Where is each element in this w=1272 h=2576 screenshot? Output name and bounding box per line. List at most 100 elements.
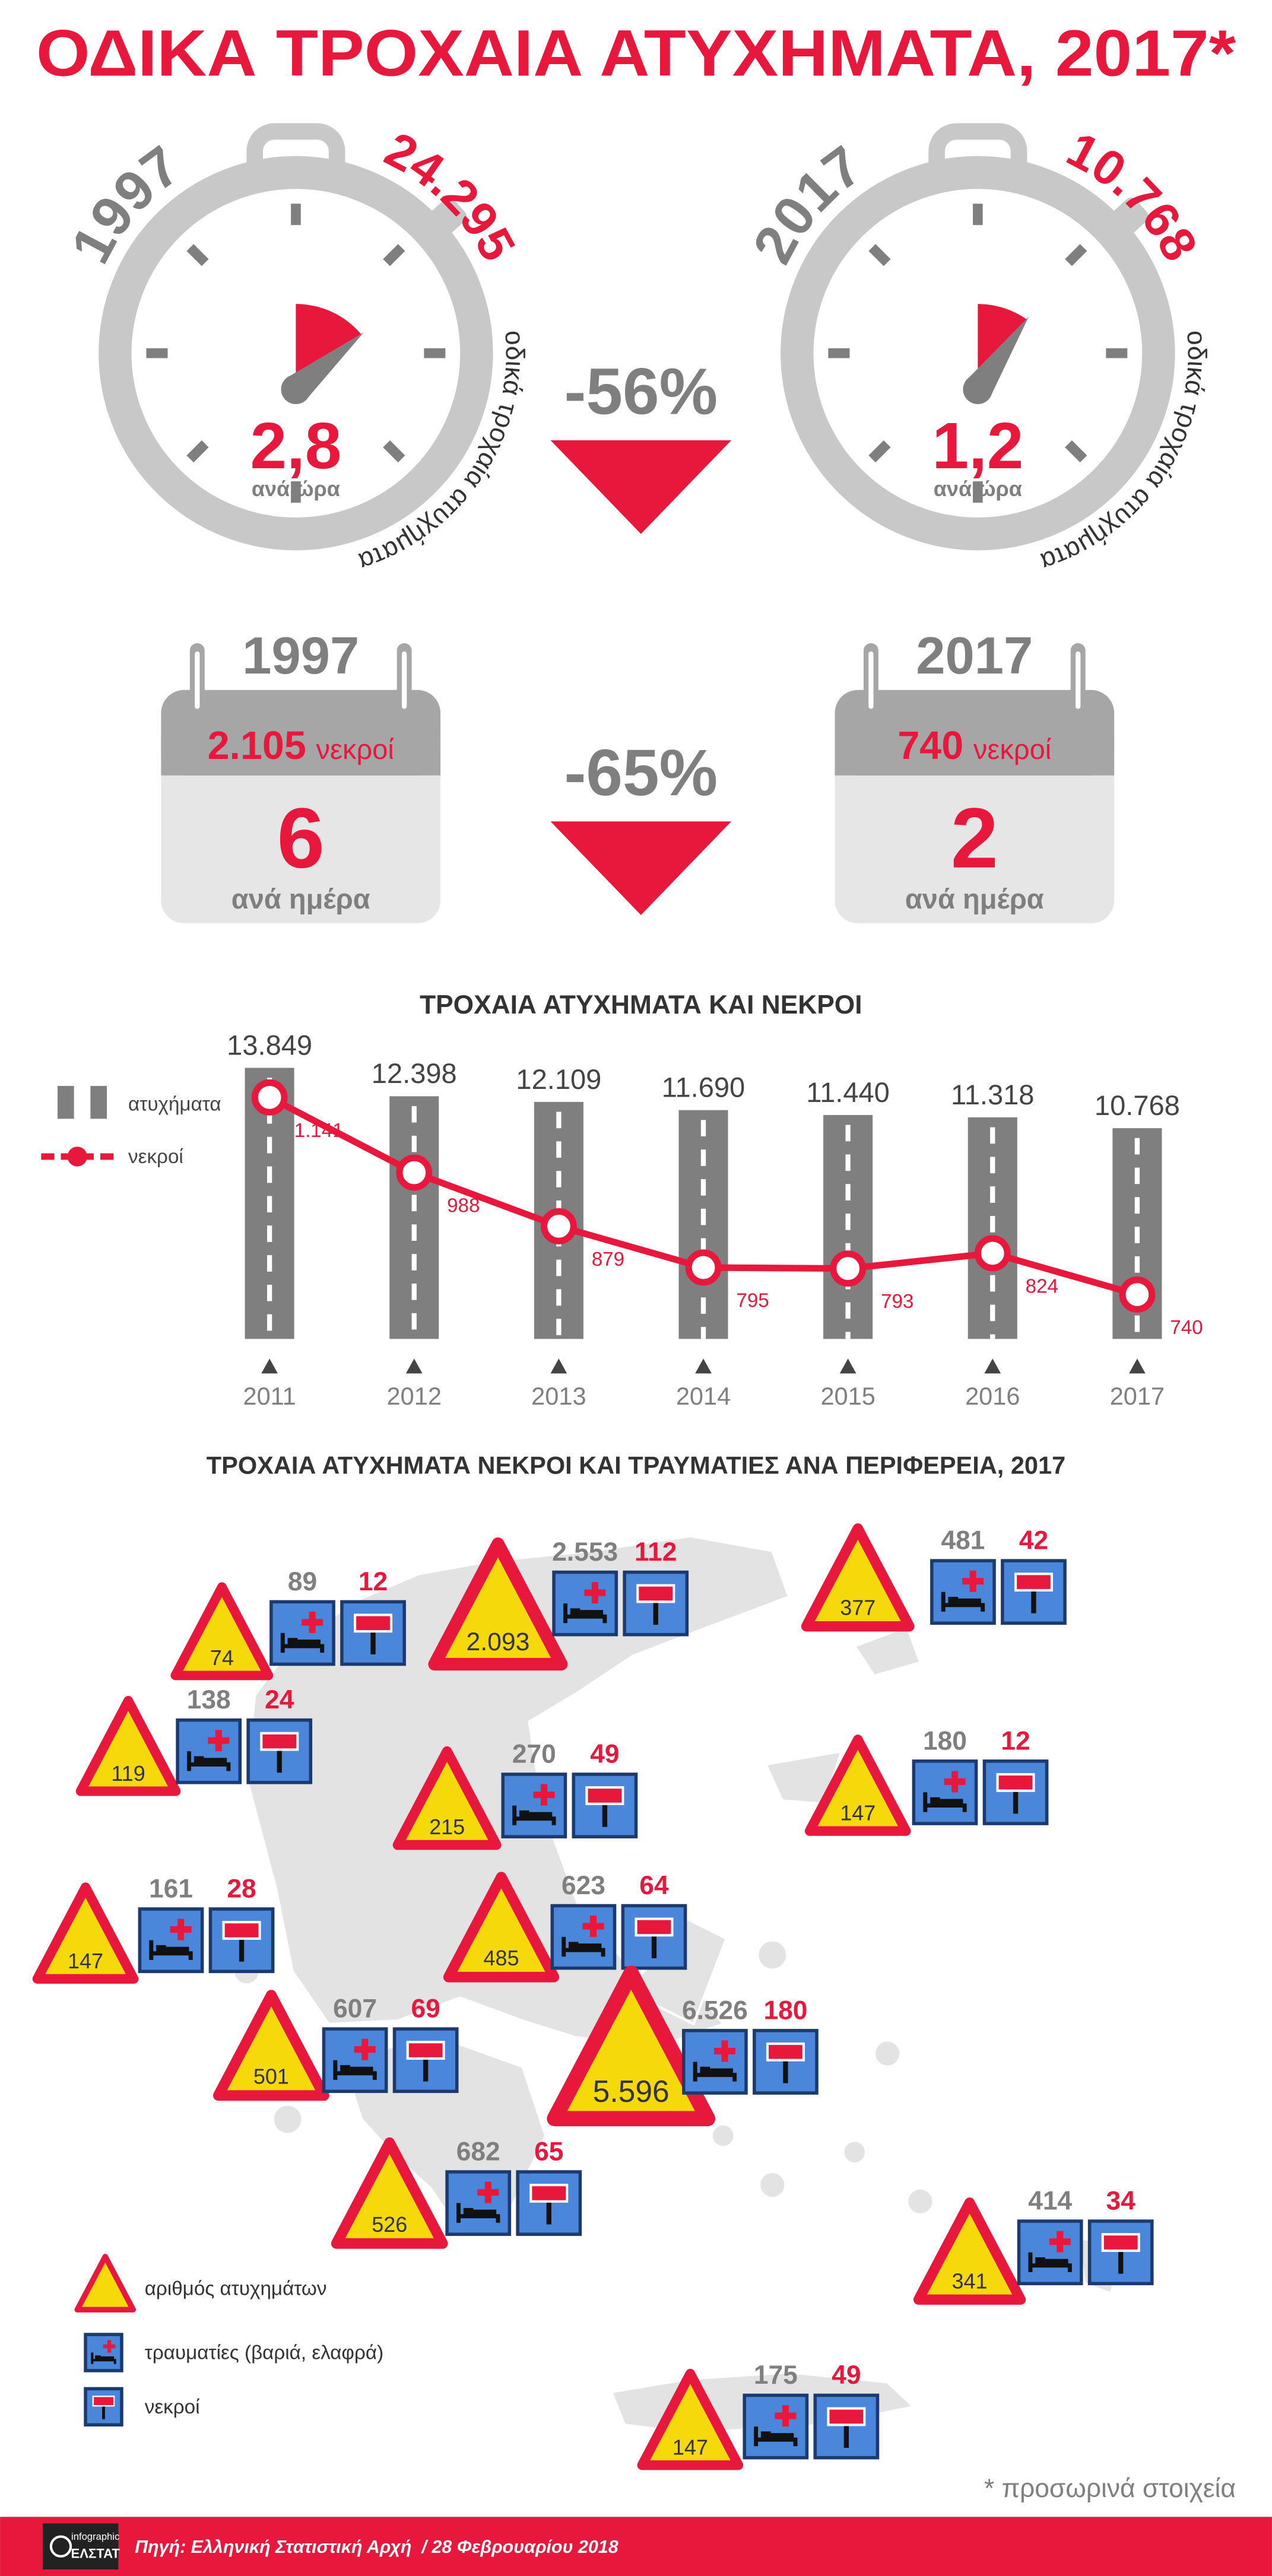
deaths-label: 28 <box>227 1875 256 1904</box>
deaths-point <box>251 1079 288 1116</box>
bed-symbol <box>562 1937 605 1957</box>
bed-symbol <box>529 1812 553 1819</box>
logo-box <box>43 2523 119 2569</box>
line-value-label: 988 <box>447 1195 480 1217</box>
injured-label: 607 <box>333 1994 377 2024</box>
red-cross <box>170 1926 192 1933</box>
accidents-label: 377 <box>840 1596 876 1620</box>
deaths-label: 112 <box>635 1538 677 1567</box>
dial-tick <box>1065 440 1087 463</box>
calendar-per-day-unit: ανά ημέρα <box>231 883 370 914</box>
dial-tick <box>868 244 891 266</box>
line-value-label: 795 <box>736 1289 769 1311</box>
injured-icon <box>1017 2219 1083 2285</box>
injured-icon <box>138 1907 204 1973</box>
year-marker <box>695 1358 712 1374</box>
bed-symbol <box>1028 2252 1072 2272</box>
legend-swatch <box>57 1085 74 1119</box>
down-arrow <box>550 821 732 916</box>
island <box>906 2187 935 2216</box>
bed-symbol <box>578 1943 602 1951</box>
injured-label: 180 <box>923 1726 967 1755</box>
bar-value-label: 12.109 <box>516 1063 601 1095</box>
year-marker <box>984 1358 1001 1374</box>
red-cross <box>1049 2238 1071 2245</box>
sign-plate <box>354 1613 393 1633</box>
accidents-change: -56% <box>564 355 718 428</box>
accidents-label: 341 <box>951 2269 987 2293</box>
deaths-label: 34 <box>1106 2187 1136 2216</box>
x-tick-label: 2013 <box>531 1382 586 1410</box>
sign-plate <box>529 2184 569 2203</box>
island <box>852 1625 922 1678</box>
deaths-label: 42 <box>1019 1526 1048 1555</box>
calendar-year: 1997 <box>242 626 359 685</box>
accidents-label: 215 <box>429 1815 465 1839</box>
bed-symbol <box>580 1610 604 1617</box>
bed-symbol <box>940 1799 963 1806</box>
bed-symbol <box>563 1603 607 1624</box>
year-marker <box>839 1358 857 1374</box>
injured-label: 481 <box>941 1526 985 1555</box>
sign-plate <box>766 2042 805 2062</box>
deaths-point <box>830 1250 867 1287</box>
year-marker <box>405 1358 423 1374</box>
deaths-number: 740 <box>897 724 963 768</box>
calendar-per-day-unit: ανά ημέρα <box>905 883 1044 914</box>
bed-symbol <box>149 1940 193 1960</box>
legend-swatch <box>90 1085 107 1119</box>
accidents-label: 119 <box>111 1761 145 1786</box>
logo-top: infographic <box>71 2531 119 2542</box>
sign-plate <box>827 2407 866 2426</box>
bar-value-label: 10.768 <box>1095 1090 1180 1121</box>
bed-symbol <box>350 2066 373 2073</box>
red-cross <box>962 1578 984 1585</box>
bed-symbol <box>568 1942 579 1949</box>
red-cross <box>775 2412 797 2419</box>
x-tick-label: 2011 <box>243 1382 296 1410</box>
bed-symbol <box>287 1638 298 1645</box>
watch-pivot <box>963 374 993 405</box>
x-tick-label: 2015 <box>820 1382 875 1410</box>
bed-symbol <box>166 1946 189 1954</box>
accidents-label: 526 <box>372 2212 407 2237</box>
line-value-label: 1.141 <box>294 1120 344 1142</box>
bed-symbol <box>280 1632 325 1653</box>
injured-icon <box>743 2393 809 2460</box>
bed-symbol <box>187 1751 231 1771</box>
bar-value-label: 11.318 <box>951 1079 1034 1110</box>
footer-bar <box>0 2517 1272 2576</box>
dial-tick <box>868 440 891 463</box>
accidents-label: 2.093 <box>466 1628 529 1656</box>
deaths-unit: νεκροί <box>316 733 394 765</box>
page-title: ΟΔΙΚΑ ΤΡΟΧΑΙΑ ΑΤΥΧΗΜΑΤΑ, 2017* <box>36 17 1236 90</box>
calendar-deaths: 740 νεκροί <box>897 724 1051 768</box>
island <box>756 1939 789 1971</box>
bar-value-label: 11.690 <box>662 1072 745 1103</box>
map-legend-label: τραυματίες (βαριά, ελαφρά) <box>145 2342 383 2364</box>
red-cross <box>302 1619 323 1626</box>
bed-symbol <box>91 2352 116 2364</box>
accidents-triangle <box>75 1695 181 1796</box>
injured-label: 6.526 <box>682 1996 748 2025</box>
bed-symbol <box>693 2062 737 2082</box>
line-value-label: 879 <box>592 1249 624 1270</box>
sign-plate <box>635 1917 674 1937</box>
deaths-label: 24 <box>265 1685 294 1714</box>
sign-plate <box>1101 2233 1140 2252</box>
accidents-label: 147 <box>673 2435 708 2459</box>
injured-label: 270 <box>512 1740 556 1769</box>
watch-pivot <box>281 374 311 405</box>
bed-symbol <box>1045 2259 1068 2266</box>
accidents-triangle <box>801 1523 915 1632</box>
bed-symbol <box>519 1810 529 1817</box>
deaths-label: 49 <box>590 1740 619 1769</box>
injured-icon <box>176 1718 242 1784</box>
deaths-number: 2.105 <box>208 724 306 768</box>
red-cross <box>533 1792 555 1799</box>
accidents-label: 485 <box>483 1946 519 1970</box>
x-tick-label: 2017 <box>1110 1382 1165 1410</box>
deaths-label: 65 <box>534 2137 563 2167</box>
